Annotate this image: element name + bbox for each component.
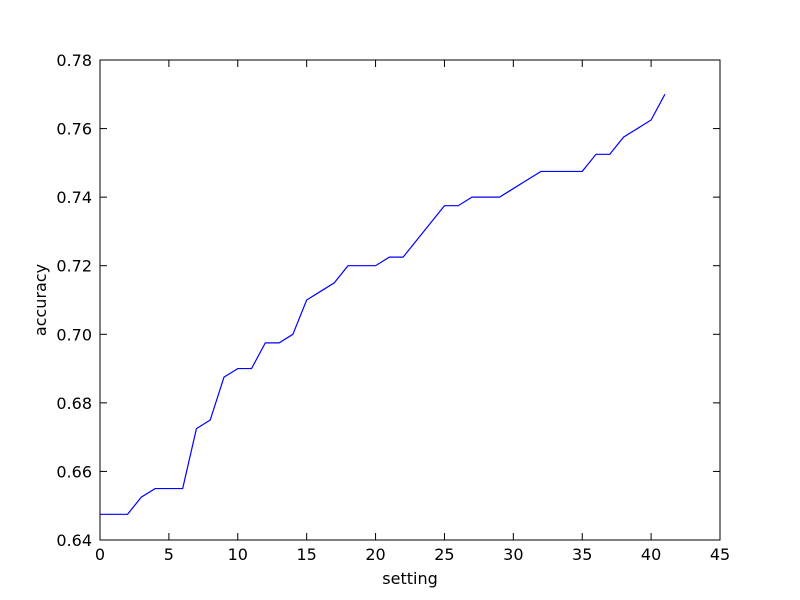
y-tick-label: 0.68 bbox=[56, 394, 92, 413]
x-axis-ticks: 0 5 10 15 20 25 30 35 40 45 bbox=[95, 60, 730, 564]
y-tick-label: 0.76 bbox=[56, 120, 92, 139]
series-layer bbox=[100, 94, 666, 515]
y-tick-label: 0.66 bbox=[56, 462, 92, 481]
y-tick-label: 0.72 bbox=[56, 257, 92, 276]
plot-frame bbox=[99, 59, 721, 541]
series-line bbox=[100, 94, 666, 515]
y-tick-label: 0.78 bbox=[56, 51, 92, 70]
x-tick-label: 15 bbox=[296, 545, 316, 564]
y-tick-label: 0.70 bbox=[56, 325, 92, 344]
x-tick-label: 10 bbox=[228, 545, 248, 564]
x-tick-label: 40 bbox=[641, 545, 661, 564]
x-axis-label: setting bbox=[382, 569, 437, 588]
x-tick-label: 20 bbox=[365, 545, 385, 564]
x-tick-label: 0 bbox=[95, 545, 105, 564]
x-tick-label: 25 bbox=[434, 545, 454, 564]
y-axis-label: accuracy bbox=[31, 264, 50, 336]
y-tick-label: 0.64 bbox=[56, 531, 92, 550]
x-tick-label: 35 bbox=[572, 545, 592, 564]
x-tick-label: 5 bbox=[164, 545, 174, 564]
x-tick-label: 45 bbox=[710, 545, 730, 564]
x-tick-label: 30 bbox=[503, 545, 523, 564]
y-axis-ticks: 0.64 0.66 0.68 0.70 0.72 0.74 0.76 0.78 bbox=[56, 51, 720, 550]
y-tick-label: 0.74 bbox=[56, 188, 92, 207]
